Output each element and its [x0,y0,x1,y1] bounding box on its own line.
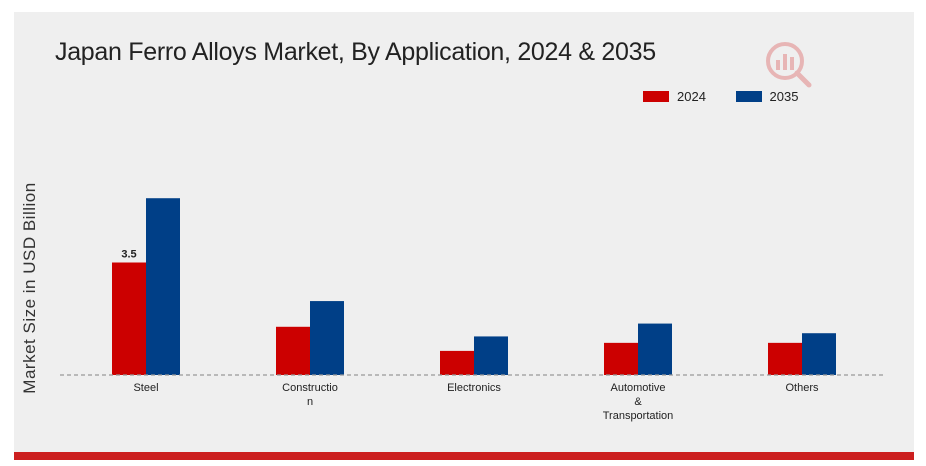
x-tick-label-2-0: Electronics [447,382,501,394]
chart-legend: 2024 2035 [643,89,824,105]
legend-swatch-2035 [735,91,762,102]
bar-2024-4 [768,342,802,375]
market-research-logo-icon [766,42,812,88]
bottom-accent-bar [14,452,914,460]
x-tick-label-3-2: Transportation [603,410,674,422]
x-tick-label-4-0: Others [785,382,819,394]
bar-2035-0 [146,198,180,375]
data-label-0: 3.5 [121,249,136,261]
bar-2035-3 [638,323,672,375]
bar-2024-2 [440,350,474,375]
x-tick-label-0-0: Steel [133,382,158,394]
legend-item-2024: 2024 [643,89,706,104]
legend-swatch-2024 [643,91,669,102]
legend-label-2035: 2035 [769,89,799,104]
bar-2024-3 [604,342,638,375]
legend-item-2035: 2035 [735,89,799,104]
chart-title: Japan Ferro Alloys Market, By Applicatio… [55,38,656,66]
legend-label-2024: 2024 [677,89,706,104]
x-tick-label-1-1: n [307,396,313,408]
bar-2035-4 [802,333,836,375]
x-tick-label-3-1: & [634,396,642,408]
x-tick-label-1-0: Constructio [282,382,338,394]
x-tick-label-3-0: Automotive [610,382,665,394]
bar-2035-2 [474,336,508,375]
bar-2024-1 [276,326,310,375]
bar-2035-1 [310,301,344,375]
bar-2024-0 [112,262,146,375]
